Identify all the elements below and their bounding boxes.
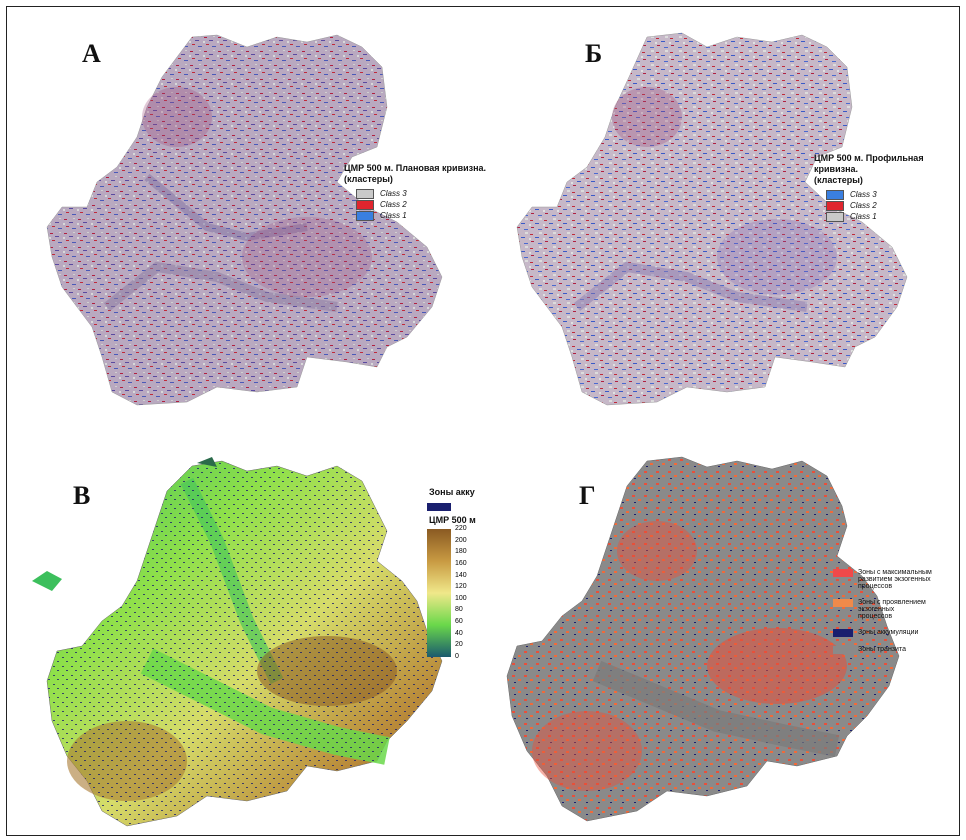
territory-shape-a	[46, 34, 443, 406]
g-legend-item: Зоны транзита	[833, 646, 959, 654]
panel-g: Г Зоны с максимальным развитием экзогенны…	[487, 421, 959, 835]
colorbar-tick-label: 40	[455, 629, 463, 637]
colorbar-ticks: 220 200 180 160 140 120 100 80 60 40 20 0	[455, 525, 479, 661]
panel-letter-v: В	[73, 481, 91, 510]
a-legend-label: Class 1	[380, 211, 407, 220]
panel-letter-b: Б	[585, 39, 603, 68]
colorbar-tick-label: 60	[455, 618, 463, 626]
g-legend-label-line1: Зоны с проявлением экзогенных	[858, 599, 926, 613]
colorbar-tick-label: 200	[455, 536, 467, 544]
g-legend-swatch	[833, 599, 853, 607]
b-legend-label: Class 1	[850, 212, 877, 221]
legend-subtitle-b: (кластеры)	[814, 175, 863, 185]
g-legend-label-line1: Зоны аккумуляции	[858, 629, 919, 636]
b-legend-swatch	[826, 200, 844, 211]
map-b	[516, 32, 908, 406]
a-legend-swatch	[356, 188, 374, 199]
b-legend-swatch	[826, 189, 844, 200]
dem-colorbar	[427, 529, 451, 657]
g-legend-item: Зоны с проявлением экзогенных процессов	[833, 599, 959, 620]
figure-frame: А ЦМР 500 м. Плановая кривизна. (кластер…	[6, 6, 960, 836]
g-legend-item: Зоны аккумуляции	[833, 629, 959, 637]
g-legend-label-line2: развитием экзогенных процессов	[858, 576, 931, 590]
colorbar-tick-label: 220	[455, 525, 467, 532]
a-legend-label: Class 3	[380, 189, 407, 198]
g-legend-label: Зоны транзита	[858, 646, 906, 653]
g-legend-label-line2: процессов	[858, 613, 893, 620]
g-legend-swatch	[833, 569, 853, 577]
dem-label-v: ЦМР 500 м	[429, 515, 476, 525]
g-legend-label-line1: Зоны транзита	[858, 646, 906, 653]
g-legend-swatch	[833, 646, 853, 654]
panel-b: Б ЦМР 500 м. Профильная кривизна. (класт…	[487, 7, 959, 421]
legend-title-a: ЦМР 500 м. Плановая кривизна.	[344, 163, 487, 173]
legend-title-b: ЦМР 500 м. Профильная кривизна.	[814, 153, 924, 174]
map-v	[32, 457, 451, 827]
panel-letter-a: А	[82, 39, 101, 68]
g-legend-swatch	[833, 629, 853, 637]
legend-g: Зоны с максимальным развитием экзогенных …	[833, 569, 959, 663]
colorbar-tick-label: 20	[455, 641, 463, 649]
g-legend-label-line1: Зоны с максимальным	[858, 569, 932, 576]
a-legend-item: Class 1	[344, 210, 486, 221]
legend-a: ЦМР 500 м. Плановая кривизна. (кластеры)…	[344, 163, 486, 221]
colorbar-tick-label: 0	[455, 653, 459, 660]
colorbar-tick-label: 80	[455, 606, 463, 614]
g-legend-label: Зоны с максимальным развитием экзогенных …	[858, 569, 959, 590]
colorbar-tick-label: 180	[455, 548, 467, 556]
a-legend-label: Class 2	[380, 200, 407, 209]
a-legend-item: Class 2	[344, 199, 486, 210]
zones-swatch-v	[427, 503, 451, 511]
legend-subtitle-a: (кластеры)	[344, 174, 393, 184]
territory-shape-b	[516, 32, 908, 406]
colorbar-tick-label: 160	[455, 559, 467, 567]
b-legend-swatch	[826, 211, 844, 222]
g-legend-label: Зоны с проявлением экзогенных процессов	[858, 599, 959, 620]
a-legend-item: Class 3	[344, 188, 486, 199]
g-legend-label: Зоны аккумуляции	[858, 629, 918, 636]
map-g	[506, 456, 900, 822]
panel-v: В Зоны акку ЦМР 500 м 220 200 180 160 140 120…	[7, 421, 487, 835]
colorbar-tick-label: 100	[455, 594, 467, 602]
b-legend-item: Class 1	[814, 211, 959, 222]
legend-b: ЦМР 500 м. Профильная кривизна. (кластер…	[814, 153, 959, 222]
a-legend-swatch	[356, 199, 374, 210]
b-legend-item: Class 2	[814, 200, 959, 211]
panel-letter-g: Г	[579, 481, 596, 510]
b-legend-label: Class 3	[850, 190, 877, 199]
colorbar-tick-label: 120	[455, 583, 467, 591]
b-legend-item: Class 3	[814, 189, 959, 200]
zones-label-v: Зоны акку	[429, 487, 475, 497]
map-a	[46, 34, 443, 406]
colorbar-tick-label: 140	[455, 571, 467, 579]
a-legend-swatch	[356, 210, 374, 221]
b-legend-label: Class 2	[850, 201, 877, 210]
g-legend-item: Зоны с максимальным развитием экзогенных …	[833, 569, 959, 590]
panel-a: А ЦМР 500 м. Плановая кривизна. (кластер…	[7, 7, 487, 421]
